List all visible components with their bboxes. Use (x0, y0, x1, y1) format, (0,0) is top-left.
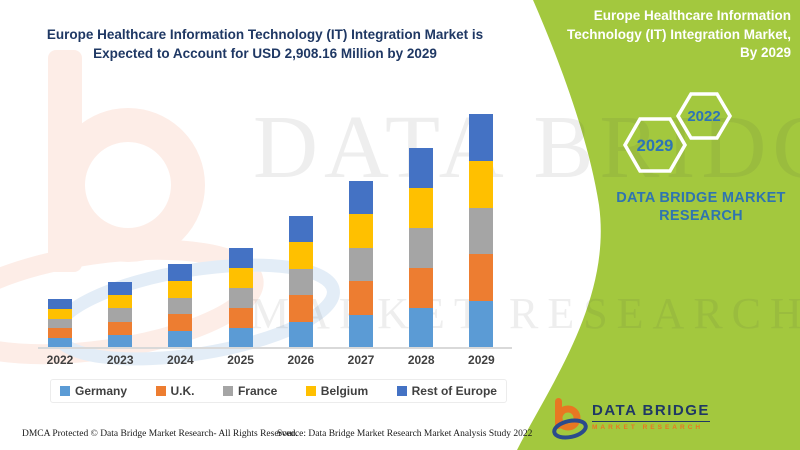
chart-title-line1: Europe Healthcare Information Technology… (46, 27, 484, 42)
bar-2022-segment-germany (48, 338, 72, 348)
bar-2026-segment-rest-of-europe (288, 216, 313, 243)
dbmr-brand-text: DATA BRIDGE MARKET RESEARCH (605, 190, 797, 225)
legend-swatch-icon (222, 386, 233, 396)
dmca-copyright-text: DMCA Protected © Data Bridge Market Rese… (22, 429, 298, 439)
source-citation-text: Source: Data Bridge Market Research Mark… (277, 429, 533, 439)
chart-title-line2: Expected to Account for USD 2,908.16 Mil… (93, 46, 437, 61)
bar-2025-segment-germany (228, 327, 253, 348)
bar-2023-segment-germany (108, 334, 133, 348)
bar-2023-segment-u-k- (108, 321, 133, 335)
logo-subtitle: MARKET RESEARCH (592, 424, 704, 431)
bar-2025-segment-rest-of-europe (228, 247, 253, 268)
bar-2023-segment-france (108, 308, 133, 322)
bar-2027-segment-belgium (349, 214, 373, 248)
legend-swatch-icon (155, 386, 166, 396)
year-hexagons: 2029 2022 (622, 92, 733, 173)
bar-2026-segment-france (288, 268, 313, 296)
x-axis-label-2024: 2024 (167, 353, 194, 367)
bar-2022-segment-u-k- (48, 328, 72, 339)
bar-2022 (48, 298, 72, 348)
legend-item-germany: Germany (60, 384, 127, 398)
legend-label: U.K. (170, 384, 195, 398)
hexagon-2022: 2022 (675, 92, 733, 140)
bar-2022-segment-belgium (48, 308, 72, 319)
legend-label: Germany (75, 384, 128, 398)
legend-label: France (237, 384, 278, 398)
bar-2025-segment-france (228, 287, 253, 308)
bar-2026 (288, 216, 313, 348)
legend-swatch-icon (60, 386, 70, 396)
x-axis-label-2023: 2023 (106, 353, 134, 367)
bar-2028-segment-rest-of-europe (409, 148, 434, 189)
bar-2023-segment-rest-of-europe (108, 282, 133, 296)
hexagon-2029: 2029 (622, 117, 688, 173)
bar-2024-segment-u-k- (168, 314, 193, 332)
dbmr-brand-line2: RESEARCH (659, 207, 743, 224)
legend-item-u-k-: U.K. (155, 384, 195, 398)
legend-item-rest-of-europe: Rest of Europe (396, 384, 497, 398)
bar-plot-area (0, 108, 540, 348)
bar-2028-segment-france (409, 228, 434, 269)
legend-label: Belgium (320, 384, 369, 398)
x-axis-label-2022: 2022 (46, 353, 74, 367)
bar-2025 (228, 247, 253, 348)
bar-2028-segment-u-k- (409, 268, 434, 309)
x-axis-label-2028: 2028 (407, 353, 435, 367)
dbmr-logo-text: DATA BRIDGE MARKET RESEARCH (592, 402, 710, 431)
bar-2027-segment-rest-of-europe (349, 181, 373, 215)
bar-2029-segment-germany (469, 301, 494, 348)
bar-2029-segment-rest-of-europe (469, 114, 494, 161)
side-panel-title-line3: By 2029 (739, 45, 791, 60)
bar-2027-segment-france (349, 247, 373, 282)
bar-2027-segment-u-k- (349, 281, 373, 315)
bar-2027 (349, 181, 373, 348)
bar-2029 (469, 114, 494, 348)
bar-2029-segment-belgium (469, 160, 494, 208)
bar-2024-segment-belgium (168, 280, 193, 298)
chart-legend: Germany U.K. France Belgium Rest of Europe (50, 379, 507, 403)
bar-2024 (168, 263, 193, 348)
legend-swatch-icon (305, 386, 316, 396)
bar-2023 (108, 282, 133, 348)
bar-2025-segment-belgium (228, 267, 253, 288)
bar-2028-segment-germany (409, 308, 434, 348)
bar-2028-segment-belgium (409, 188, 434, 229)
dbmr-logo-icon (552, 398, 588, 440)
legend-item-france: France (222, 384, 278, 398)
bar-2024-segment-rest-of-europe (168, 263, 193, 281)
bar-2029-segment-u-k- (469, 254, 494, 302)
legend-swatch-icon (396, 386, 407, 396)
x-axis-label-2027: 2027 (347, 353, 375, 367)
x-axis-line (38, 347, 512, 349)
svg-text:2029: 2029 (637, 137, 674, 155)
bar-2024-segment-france (168, 297, 193, 315)
x-axis-label-2029: 2029 (468, 353, 495, 367)
dbmr-brand-line1: DATA BRIDGE MARKET (616, 190, 786, 206)
x-axis-label-2025: 2025 (227, 353, 254, 367)
side-panel-title-line1: Europe Healthcare Information (593, 8, 791, 23)
side-panel-title: Europe Healthcare Information Technology… (525, 7, 791, 63)
x-axis-labels: 2022 2023 2024 2025 2026 2027 2028 2029 (0, 353, 540, 369)
svg-text:2022: 2022 (687, 108, 720, 125)
bar-2025-segment-u-k- (228, 307, 253, 328)
bar-2023-segment-belgium (108, 295, 133, 309)
side-panel-title-line2: Technology (IT) Integration Market, (566, 26, 791, 42)
legend-label: Rest of Europe (411, 384, 497, 398)
bar-2026-segment-belgium (288, 242, 313, 269)
legend-item-belgium: Belgium (305, 384, 369, 398)
bar-2027-segment-germany (349, 314, 373, 348)
bar-2024-segment-germany (168, 331, 193, 348)
bar-2022-segment-france (48, 318, 72, 329)
bar-2022-segment-rest-of-europe (48, 298, 72, 309)
bar-2026-segment-germany (288, 321, 313, 348)
x-axis-label-2026: 2026 (287, 353, 315, 367)
logo-name: DATA BRIDGE (592, 402, 710, 422)
bar-2028 (409, 148, 434, 348)
bar-2026-segment-u-k- (288, 295, 313, 322)
bar-2029-segment-france (469, 207, 494, 255)
chart-title: Europe Healthcare Information Technology… (15, 25, 515, 63)
